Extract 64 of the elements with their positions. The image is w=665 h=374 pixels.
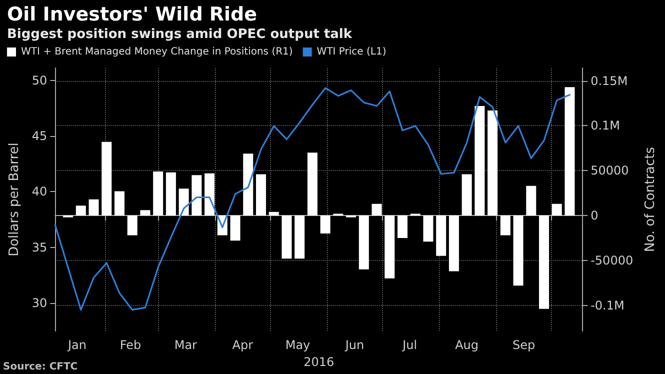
- bar: [552, 204, 562, 216]
- bar: [282, 216, 292, 259]
- bar: [513, 216, 524, 286]
- bar: [564, 87, 575, 216]
- bar: [256, 174, 266, 216]
- x-tick-label: Jan: [66, 338, 86, 352]
- bar: [204, 173, 215, 216]
- bar: [153, 172, 164, 216]
- bar: [488, 110, 498, 216]
- legend-label: WTI Price (L1): [316, 46, 386, 58]
- x-axis-title: 2016: [304, 354, 334, 369]
- bar: [243, 154, 254, 216]
- bar: [500, 216, 510, 236]
- bar: [526, 186, 536, 216]
- line-series: [54, 87, 571, 311]
- bar: [436, 216, 446, 256]
- x-tick-label: Aug: [455, 338, 479, 352]
- bar: [178, 188, 189, 216]
- bar: [462, 174, 472, 216]
- bar: [268, 212, 279, 216]
- chart-title: Oil Investors' Wild Ride: [7, 4, 258, 26]
- legend-label: WTI + Brent Managed Money Change in Positions (R1): [21, 46, 293, 58]
- bar: [114, 191, 124, 216]
- bar: [102, 142, 112, 216]
- bar: [127, 216, 138, 236]
- y-tick-label: 40: [32, 184, 48, 199]
- bar: [88, 199, 99, 216]
- bar: [140, 210, 150, 216]
- bar: [166, 172, 176, 216]
- y-tick-label: 35: [32, 240, 48, 254]
- bar: [76, 206, 86, 216]
- bar: [192, 175, 202, 216]
- bar: [358, 216, 369, 270]
- x-tick-label: Mar: [174, 338, 198, 352]
- x-tick-label: May: [285, 338, 310, 352]
- x-tick-label: Apr: [232, 338, 254, 352]
- y-tick-label: 50: [32, 73, 48, 88]
- bar: [372, 204, 382, 216]
- y-tick-label: 30: [32, 296, 48, 310]
- chart-subtitle: Biggest position swings amid OPEC output talk: [7, 27, 352, 42]
- bar: [307, 152, 318, 216]
- x-tick-label: Jun: [344, 338, 364, 352]
- y2-tick-label: 0: [590, 208, 598, 223]
- bar: [448, 216, 459, 272]
- y2-tick-label: 0.1M: [590, 118, 620, 133]
- y2-axis-title: No. of Contracts: [643, 146, 658, 252]
- bar: [384, 216, 395, 278]
- x-tick-label: Jul: [402, 338, 418, 352]
- x-tick-label: Sep: [512, 338, 536, 352]
- bar: [423, 216, 434, 242]
- bar: [294, 216, 305, 259]
- bar: [539, 216, 550, 309]
- y2-tick-label: 0.15M: [590, 74, 628, 88]
- y-axis-title: Dollars per Barrel: [7, 142, 22, 256]
- bar: [398, 216, 408, 238]
- y-tick-label: 45: [32, 128, 48, 143]
- y2-tick-label: 50000: [590, 164, 629, 178]
- y2-tick-label: -0.1M: [590, 298, 624, 312]
- bar: [474, 106, 485, 216]
- x-tick-label: Feb: [120, 338, 142, 352]
- source-note: Source: CFTC: [3, 362, 78, 372]
- y2-tick-label: -50000: [590, 253, 634, 268]
- bar: [230, 216, 240, 241]
- bar: [320, 216, 330, 234]
